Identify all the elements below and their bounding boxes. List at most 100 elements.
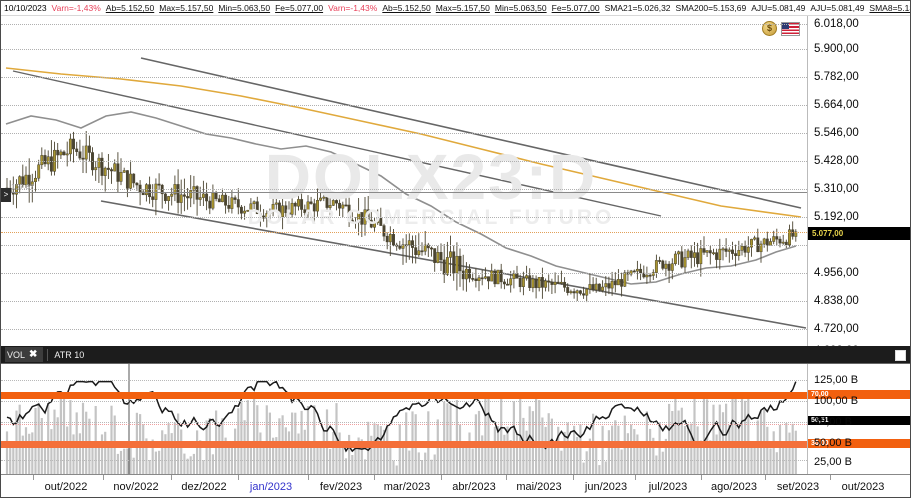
- rsi-overbought-band: [1, 392, 807, 399]
- quote-field-0: Varn=-1,43%: [51, 3, 101, 13]
- time-tick: [441, 475, 442, 480]
- gridline: [1, 161, 807, 162]
- time-axis-label: out/2023: [841, 481, 885, 493]
- gridline: [1, 329, 807, 330]
- close-icon[interactable]: ✖: [29, 349, 38, 360]
- rsi-oversold-band: [1, 441, 807, 448]
- indicator-gridline: [1, 422, 807, 423]
- price-tick: 5.782,00: [814, 71, 859, 83]
- gridline: [1, 273, 807, 274]
- indicator-gridline: [1, 380, 807, 381]
- indicator-tab-atr[interactable]: ATR 10: [52, 348, 90, 362]
- price-tick: 5.428,00: [814, 155, 859, 167]
- quote-date: 10/10/2023: [4, 3, 47, 13]
- indicator-tick: 75,00 B: [814, 416, 852, 428]
- quote-field-sma21: SMA21=5.026,32: [604, 3, 671, 13]
- candlestick-svg: [5, 57, 807, 329]
- indicator-gridline: [1, 401, 807, 402]
- quote-field-7: Max=5.157,50: [435, 3, 490, 13]
- price-tick: 4.956,00: [814, 267, 859, 279]
- time-tick: [171, 475, 172, 480]
- gridline: [1, 301, 807, 302]
- price-pane[interactable]: $ DOLX23:D DOLAR COMERCIAL FUTURO: [1, 16, 910, 346]
- price-tick: 5.310,00: [814, 183, 859, 195]
- time-axis-label: abr/2023: [452, 481, 496, 493]
- price-left-tag: 157,37: [11, 182, 34, 191]
- time-tick: [701, 475, 702, 480]
- gridline: [1, 245, 807, 246]
- indicator-tick: 125,00 B: [814, 374, 859, 386]
- price-plot-area[interactable]: DOLX23:D DOLAR COMERCIAL FUTURO > 157,37: [1, 16, 807, 346]
- indicator-tick: 25,00 B: [814, 456, 852, 468]
- indicator-tab-atr-label: ATR 10: [54, 349, 85, 360]
- quote-field-aju-2: AJU=5.081,49: [810, 3, 865, 13]
- time-tick: [573, 475, 574, 480]
- indicator-axis[interactable]: 125,00 B 70,00 100,00 B 50,51 75,00 B 30…: [807, 364, 910, 474]
- quote-field-sma8: SMA8=5.133,75: [869, 3, 910, 13]
- reference-line: [1, 192, 807, 193]
- time-axis-label: nov/2022: [113, 481, 159, 493]
- time-axis-label: jan/2023: [249, 481, 293, 493]
- indicator-tab-vol[interactable]: VOL ✖: [5, 347, 44, 362]
- price-tick: 5.546,00: [814, 127, 859, 139]
- price-axis[interactable]: 6.018,00 5.900,00 5.782,00 5.664,00 5.54…: [807, 16, 910, 346]
- price-cursor-marker[interactable]: >: [1, 188, 11, 202]
- gridline: [1, 217, 807, 218]
- time-tick: [635, 475, 636, 480]
- time-axis-label: jun/2023: [584, 481, 628, 493]
- quote-field-9: Fe=5.077,00: [551, 3, 600, 13]
- gridline: [1, 77, 807, 78]
- toolbar-divider: [47, 348, 49, 361]
- quote-field-4: Fe=5.077,00: [275, 3, 324, 13]
- indicator-tick: 100,00 B: [814, 395, 859, 407]
- time-tick: [506, 475, 507, 480]
- last-price-line: [1, 232, 807, 233]
- time-axis-label: ago/2023: [711, 481, 757, 493]
- quote-field-1: Ab=5.152,50: [105, 3, 155, 13]
- indicator-gridline: [1, 460, 807, 461]
- time-axis-label: mar/2023: [383, 481, 431, 493]
- time-tick: [103, 475, 104, 480]
- indicator-tick: 50,00 B: [814, 437, 852, 449]
- indicator-plot-area[interactable]: [1, 364, 807, 474]
- indicator-toolbar[interactable]: VOL ✖ ATR 10: [1, 346, 910, 363]
- price-tick: 5.192,00: [814, 211, 859, 223]
- price-tick: 4.602,00: [814, 345, 859, 346]
- quote-bar: 10/10/2023 Varn=-1,43% Ab=5.152,50 Max=5.15…: [1, 1, 910, 16]
- time-axis-label: mai/2023: [516, 481, 562, 493]
- rsi-current-label: 50,51: [808, 416, 910, 425]
- gridline: [1, 133, 807, 134]
- time-tick: [238, 475, 239, 480]
- quote-field-3: Min=5.063,50: [218, 3, 271, 13]
- quote-field-5: Varn=-1,43%: [328, 3, 378, 13]
- price-tick: 6.018,00: [814, 18, 859, 30]
- time-axis[interactable]: out/2022 nov/2022 dez/2022 jan/2023 fev/2023…: [1, 474, 910, 497]
- gridline: [1, 24, 807, 25]
- time-axis-label: out/2022: [44, 481, 88, 493]
- time-axis-label: jul/2023: [648, 481, 688, 493]
- gridline: [1, 49, 807, 50]
- restore-panel-icon[interactable]: [895, 350, 906, 361]
- gridline: [1, 105, 807, 106]
- time-tick: [830, 475, 831, 480]
- rsi-overbought-label: 70,00: [808, 390, 910, 399]
- quote-field-aju-1: AJU=5.081,49: [751, 3, 806, 13]
- time-axis-label: set/2023: [776, 481, 820, 493]
- last-price-label: 5.077,00: [808, 227, 910, 240]
- rsi-midline: [1, 424, 807, 425]
- price-tick: 5.664,00: [814, 99, 859, 111]
- time-tick: [33, 475, 34, 480]
- time-axis-label: dez/2022: [181, 481, 227, 493]
- quote-field-6: Ab=5.152,50: [382, 3, 431, 13]
- us-flag-icon: [781, 21, 800, 36]
- price-tick: 4.838,00: [814, 295, 859, 307]
- time-axis-label: fev/2023: [319, 481, 363, 493]
- indicator-pane[interactable]: 10/10/2023VOL=77.277.490.600,00RSI=50,51…: [1, 363, 910, 474]
- indicator-tab-vol-label: VOL: [7, 349, 26, 360]
- price-tick: 5.900,00: [814, 43, 859, 55]
- price-tick: 4.720,00: [814, 323, 859, 335]
- gridline: [1, 189, 807, 190]
- time-tick: [308, 475, 309, 480]
- quote-field-sma200: SMA200=5.153,69: [675, 3, 747, 13]
